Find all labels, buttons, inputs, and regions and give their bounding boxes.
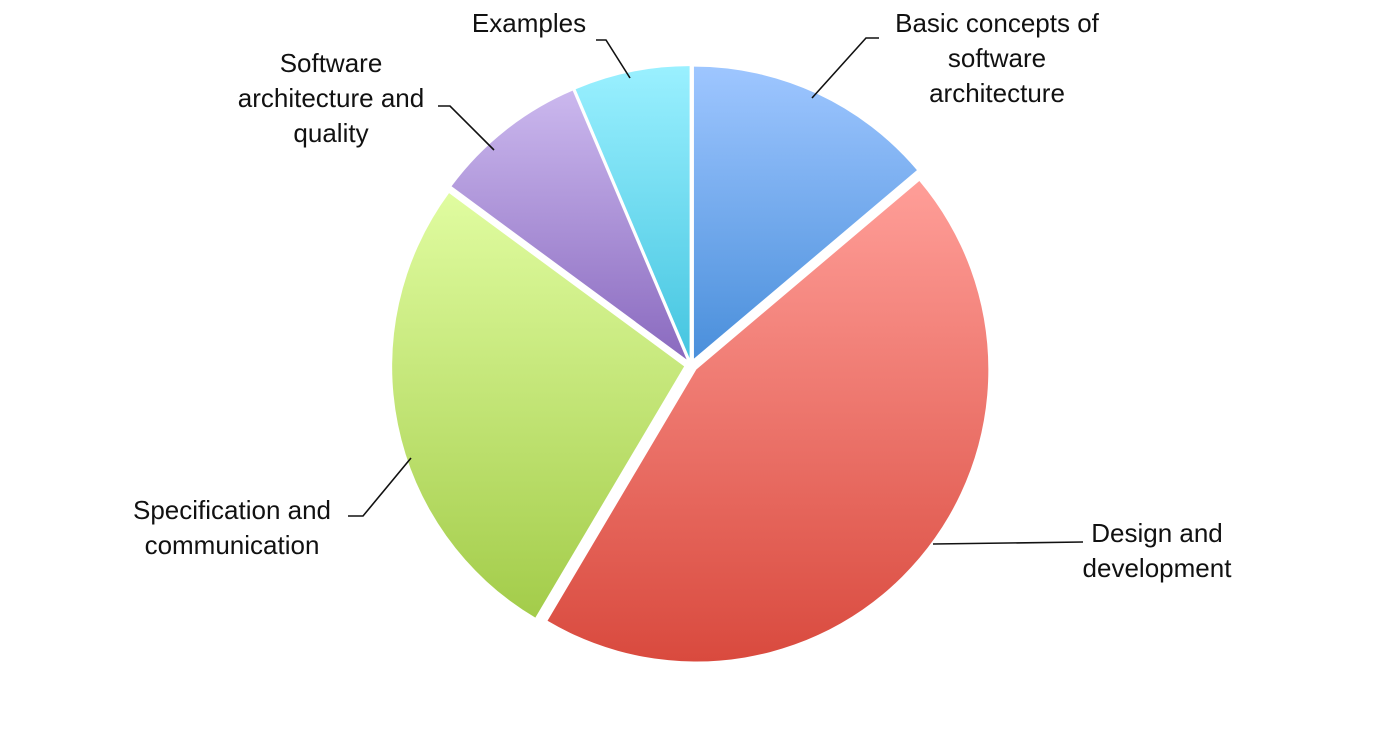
- leader-line-specification-and-communication: [348, 457, 412, 517]
- slice-label-line: Basic concepts of: [895, 8, 1100, 38]
- slice-label-basic-concepts-of-software-architecture: Basic concepts of software architecture: [895, 8, 1100, 108]
- leader-line-design-and-development: [932, 541, 1084, 545]
- leader-lines: [348, 37, 1084, 545]
- pie-slices: [392, 66, 989, 662]
- leader-line-examples: [596, 39, 631, 79]
- slice-label-line: software: [948, 43, 1046, 73]
- slice-label-line: Software: [280, 48, 383, 78]
- leader-line-software-architecture-and-quality: [438, 105, 495, 151]
- pie-slice-basic-concepts-of-software-architecture: [693, 66, 917, 359]
- slice-label-line: quality: [293, 118, 368, 148]
- slice-label-line: architecture: [929, 78, 1065, 108]
- slice-label-design-and-development: Design and development: [1083, 518, 1233, 583]
- slice-label-line: communication: [145, 530, 320, 560]
- slice-label-software-architecture-and-quality: Software architecture and quality: [238, 48, 424, 148]
- slice-label-line: Specification and: [133, 495, 331, 525]
- slice-label-examples: Examples: [472, 8, 586, 38]
- pie-slice-specification-and-communication: [392, 193, 685, 618]
- pie-slice-software-architecture-and-quality: [451, 90, 687, 360]
- pie-slice-examples: [575, 66, 690, 359]
- slice-label-line: development: [1083, 553, 1233, 583]
- pie-slice-design-and-development: [547, 180, 989, 662]
- slice-label-line: Examples: [472, 8, 586, 38]
- slice-label-specification-and-communication: Specification and communication: [133, 495, 331, 560]
- slice-labels: Basic concepts of software architecture Des…: [133, 8, 1232, 583]
- slice-label-line: Design and: [1091, 518, 1223, 548]
- leader-line-basic-concepts-of-software-architecture: [811, 37, 879, 99]
- slice-label-line: architecture and: [238, 83, 424, 113]
